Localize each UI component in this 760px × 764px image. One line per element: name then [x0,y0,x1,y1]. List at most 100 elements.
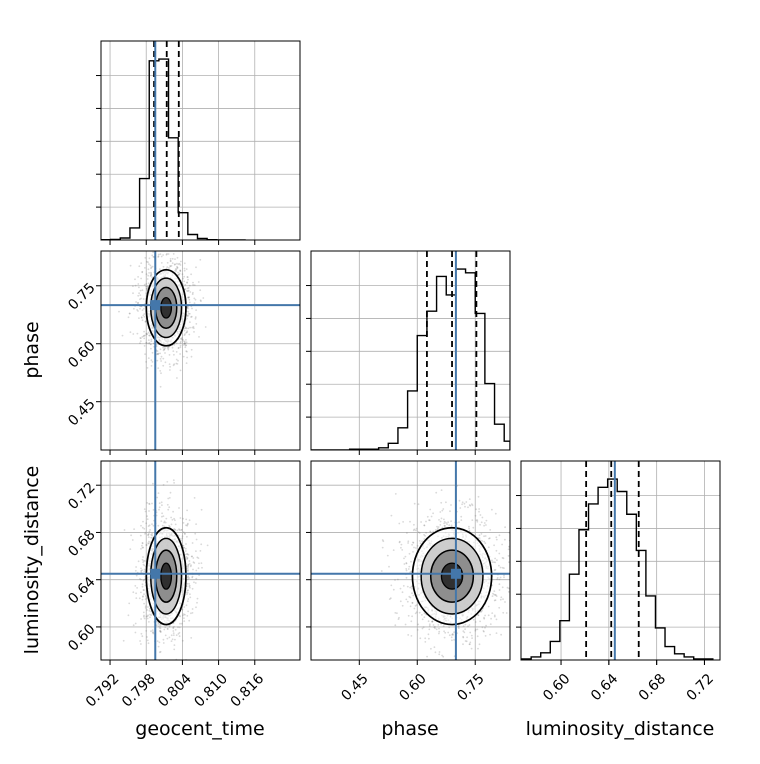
joint-geocent-phase-sample-point [185,327,188,330]
joint-phase-distance-sample-point [495,595,498,597]
joint-phase-distance-sample-point [471,637,473,639]
joint-phase-distance-sample-point [409,586,412,589]
joint-geocent-distance-sample-point [182,546,185,549]
joint-geocent-distance-sample-point [142,559,145,562]
joint-phase-distance-sample-point [479,620,481,623]
joint-phase-distance-sample-point [443,518,445,521]
joint-geocent-distance-sample-point [170,523,173,526]
joint-phase-distance-sample-point [409,596,412,599]
joint-geocent-phase-sample-point [148,272,151,274]
joint-geocent-phase-sample-point [166,266,169,268]
joint-geocent-phase-sample-point [132,292,134,295]
joint-geocent-phase-sample-point [150,347,152,350]
joint-geocent-phase-sample-point [202,297,205,299]
joint-phase-distance-sample-point [405,568,408,570]
joint-geocent-phase-sample-point [184,343,186,345]
joint-phase-distance-sample-point [453,639,455,641]
joint-geocent-phase-sample-point [141,336,144,338]
joint-geocent-distance-sample-point [166,627,169,630]
joint-geocent-distance-sample-point [179,517,182,519]
joint-geocent-phase-sample-point [173,343,176,346]
joint-geocent-distance-sample-point [158,626,161,629]
joint-geocent-phase-sample-point [184,326,187,329]
joint-geocent-distance-joint-group [101,461,300,660]
joint-geocent-distance-sample-point [189,586,191,589]
joint-phase-distance-sample-point [494,599,497,601]
joint-phase-distance-sample-point [443,636,446,639]
joint-geocent-phase-sample-point [176,267,179,269]
joint-geocent-phase-sample-point [159,370,162,372]
joint-geocent-phase-sample-point [187,312,190,315]
joint-phase-distance-sample-point [511,567,513,569]
joint-phase-distance-sample-point [481,626,484,629]
joint-geocent-phase-sample-point [190,316,192,318]
joint-phase-distance-sample-point [431,620,433,623]
joint-geocent-distance-sample-point [185,543,187,545]
joint-geocent-distance-sample-point [190,637,193,639]
joint-phase-distance-sample-point [413,546,415,549]
joint-phase-distance-sample-point [398,522,401,525]
joint-phase-distance-sample-point [414,663,416,665]
joint-geocent-distance-sample-point [186,576,189,579]
joint-geocent-phase-sample-point [192,284,195,286]
joint-phase-distance-sample-point [437,526,440,528]
joint-phase-distance-sample-point [462,630,465,632]
joint-phase-distance-sample-point [408,552,411,555]
joint-geocent-distance-sample-point [146,639,149,642]
joint-phase-distance-sample-point [411,602,414,604]
joint-geocent-phase-sample-point [195,309,198,311]
hist-geocent-time-hist-line [101,58,246,240]
joint-phase-distance-sample-point [450,636,453,639]
joint-phase-distance-sample-point [388,565,390,568]
joint-geocent-distance-sample-point [156,640,159,642]
joint-geocent-phase-ytick-label: 0.60 [65,338,98,371]
joint-geocent-distance-sample-point [148,524,151,527]
joint-geocent-distance-sample-point [140,578,142,581]
joint-geocent-distance-sample-point [162,638,165,641]
joint-phase-distance-sample-point [450,520,452,523]
joint-geocent-phase-sample-point [169,365,172,368]
joint-geocent-distance-sample-point [186,593,188,595]
joint-phase-distance-sample-point [489,529,492,531]
joint-phase-distance-sample-point [477,614,480,616]
joint-geocent-distance-sample-point [187,589,190,592]
joint-geocent-phase-sample-point [182,277,185,280]
joint-geocent-distance-sample-point [168,497,171,499]
joint-geocent-distance-sample-point [183,546,185,549]
joint-geocent-distance-sample-point [141,635,144,638]
joint-geocent-distance-sample-point [173,625,175,628]
joint-phase-distance-sample-point [418,532,421,534]
joint-phase-distance-sample-point [485,524,487,526]
joint-geocent-distance-sample-point [183,617,185,620]
joint-geocent-phase-sample-point [174,268,177,270]
joint-geocent-phase-sample-point [179,342,182,344]
joint-geocent-phase-sample-point [150,338,153,341]
joint-geocent-distance-sample-point [196,601,198,604]
joint-geocent-distance-sample-point [188,585,191,588]
joint-phase-distance-sample-point [436,527,439,530]
joint-phase-distance-sample-point [468,643,471,646]
joint-phase-distance-sample-point [483,630,485,633]
joint-geocent-distance-sample-point [183,606,186,608]
joint-phase-distance-sample-point [494,557,496,560]
joint-geocent-phase-sample-point [160,262,163,264]
joint-phase-distance-sample-point [483,522,486,524]
joint-geocent-distance-sample-point [174,528,176,531]
joint-geocent-phase-sample-point [189,326,192,329]
joint-phase-distance-sample-point [421,540,423,543]
joint-geocent-distance-sample-point [163,520,166,523]
joint-geocent-distance-sample-point [141,526,144,529]
joint-phase-distance-sample-point [399,587,402,590]
joint-geocent-phase-sample-point [186,350,188,353]
joint-geocent-distance-sample-point [157,622,160,624]
joint-geocent-distance-sample-point [167,508,170,511]
joint-geocent-distance-xtick-label: 0.804 [155,671,195,711]
joint-geocent-phase-sample-point [134,278,136,281]
joint-geocent-distance-sample-point [127,614,130,617]
joint-phase-distance-sample-point [415,611,418,614]
joint-geocent-distance-sample-point [134,622,137,625]
joint-geocent-distance-sample-point [139,578,141,580]
joint-geocent-phase-sample-point [139,298,141,301]
joint-geocent-phase-sample-point [194,298,197,301]
joint-phase-distance-xtick-label: 0.75 [454,671,487,704]
